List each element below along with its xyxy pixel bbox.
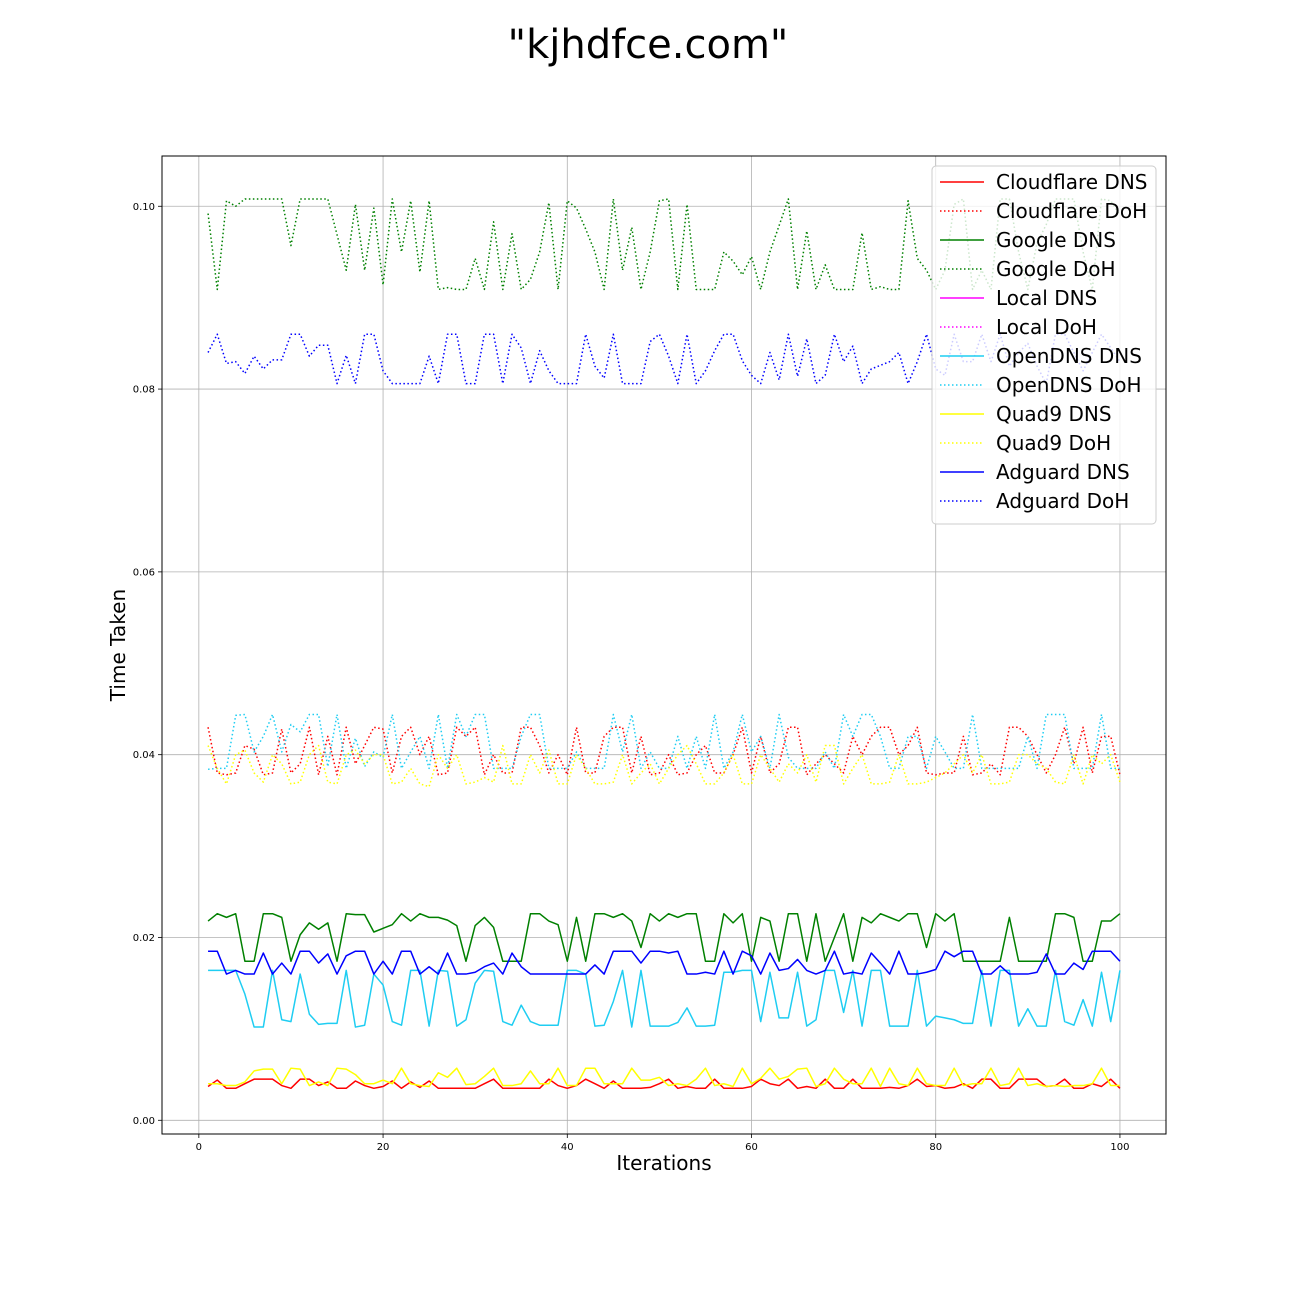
series-line-google-doh (207, 198, 1121, 291)
series-line-google-dns (207, 912, 1121, 962)
y-tick-label: 0.10 (133, 202, 155, 213)
series-line-quad9-dns (208, 1067, 1120, 1088)
series-line-quad9-doh (207, 744, 1121, 788)
legend-label: Google DoH (996, 257, 1116, 281)
chart-title: "kjhdfce.com" (508, 22, 789, 68)
x-tick-label: 0 (196, 1142, 202, 1153)
x-tick-label: 40 (561, 1142, 574, 1153)
y-tick-label: 0.08 (133, 385, 155, 396)
x-tick-label: 80 (929, 1142, 942, 1153)
legend-label: Adguard DoH (996, 489, 1129, 513)
y-tick-label: 0.06 (133, 567, 155, 578)
series-line-opendns-doh (207, 713, 1120, 771)
series-line-cloudflare-doh (207, 726, 1121, 776)
legend-label: Local DNS (996, 286, 1097, 310)
series-line-opendns-dns (208, 969, 1121, 1028)
legend-box (931, 165, 1157, 525)
legend: Cloudflare DNS Cloudflare DoH Google DNS Go… (931, 165, 1157, 525)
series-line-adguard-dns (208, 950, 1121, 975)
legend-label: OpenDNS DoH (996, 373, 1142, 397)
legend-label: Cloudflare DoH (996, 199, 1147, 223)
y-tick-label: 0.02 (133, 933, 155, 944)
y-tick-label: 0.00 (133, 1116, 155, 1127)
legend-label: Google DNS (996, 228, 1116, 252)
y-tick-label: 0.04 (133, 750, 155, 761)
x-tick-label: 100 (1110, 1142, 1129, 1153)
plot-series (207, 198, 1121, 1090)
legend-label: Quad9 DoH (996, 431, 1111, 455)
series-line-adguard-doh (207, 333, 1121, 385)
x-tick-label: 20 (377, 1142, 390, 1153)
y-axis-label: Time Taken (106, 589, 130, 702)
axis-ticks: 0 20 40 60 80 100 0.00 0.02 0.04 0.06 0.08 0.10 (133, 202, 1130, 1153)
legend-label: Local DoH (996, 315, 1097, 339)
x-axis-label: Iterations (616, 1151, 711, 1175)
legend-label: OpenDNS DNS (996, 344, 1142, 368)
x-tick-label: 60 (745, 1142, 758, 1153)
legend-label: Cloudflare DNS (996, 170, 1147, 194)
plot-frame (161, 155, 1167, 1135)
legend-label: Quad9 DNS (996, 402, 1112, 426)
legend-label: Adguard DNS (996, 460, 1130, 484)
